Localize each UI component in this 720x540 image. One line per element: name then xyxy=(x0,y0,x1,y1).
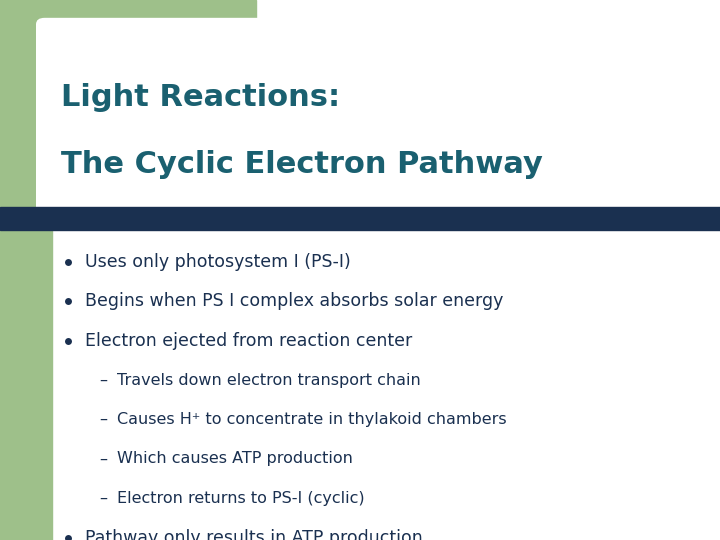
Text: Which causes ATP production: Which causes ATP production xyxy=(117,451,353,467)
Bar xyxy=(0,0,52,540)
Text: Begins when PS I complex absorbs solar energy: Begins when PS I complex absorbs solar e… xyxy=(85,292,503,310)
Text: Travels down electron transport chain: Travels down electron transport chain xyxy=(117,373,420,388)
Text: The Cyclic Electron Pathway: The Cyclic Electron Pathway xyxy=(61,150,543,179)
Text: –: – xyxy=(99,491,107,506)
Text: Uses only photosystem I (PS-I): Uses only photosystem I (PS-I) xyxy=(85,253,351,271)
Text: Causes H⁺ to concentrate in thylakoid chambers: Causes H⁺ to concentrate in thylakoid ch… xyxy=(117,412,506,427)
Text: –: – xyxy=(99,373,107,388)
Text: Electron returns to PS-I (cyclic): Electron returns to PS-I (cyclic) xyxy=(117,491,364,506)
Text: Pathway only results in ATP production: Pathway only results in ATP production xyxy=(85,529,423,540)
Bar xyxy=(0,0,256,81)
Text: Electron ejected from reaction center: Electron ejected from reaction center xyxy=(85,332,413,350)
Text: Light Reactions:: Light Reactions: xyxy=(61,83,341,112)
Bar xyxy=(0,207,720,229)
Text: –: – xyxy=(99,412,107,427)
FancyBboxPatch shape xyxy=(36,18,720,220)
Text: –: – xyxy=(99,451,107,467)
